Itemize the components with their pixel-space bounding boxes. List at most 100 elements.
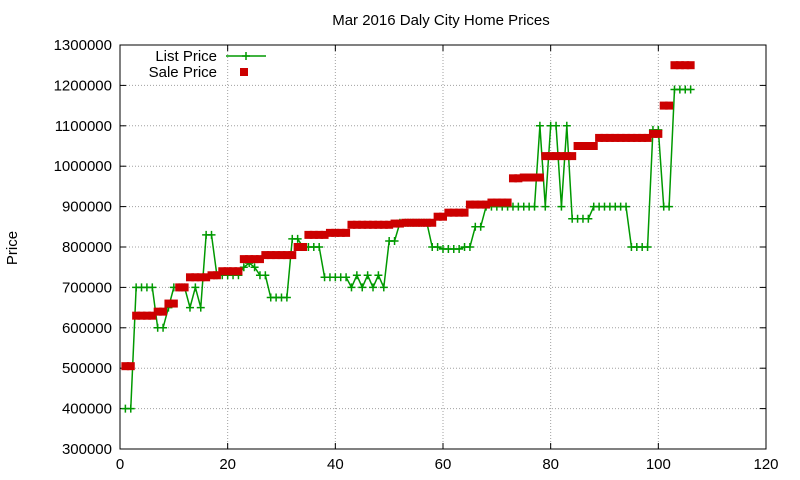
point-sale-price (207, 271, 216, 280)
point-list-price (293, 234, 302, 243)
point-sale-price (449, 208, 458, 217)
point-list-price (541, 202, 550, 211)
point-sale-price (605, 133, 614, 142)
y-tick-label: 400000 (62, 401, 112, 418)
point-sale-price (589, 142, 598, 150)
point-sale-price (562, 152, 571, 161)
point-sale-price (142, 311, 151, 320)
point-sale-price (164, 299, 173, 308)
point-sale-price (498, 198, 507, 207)
point-list-price (390, 236, 399, 245)
point-sale-price (422, 218, 431, 227)
point-sale-price (245, 255, 254, 264)
y-tick-label: 1100000 (55, 118, 112, 135)
point-sale-price (250, 255, 259, 264)
point-list-price (261, 271, 270, 280)
point-sale-price (611, 133, 620, 142)
point-sale-price (126, 362, 135, 371)
point-sale-price (681, 61, 690, 70)
y-tick-label: 900000 (62, 199, 112, 216)
point-sale-price (643, 133, 652, 142)
y-tick-label: 1300000 (54, 37, 112, 54)
point-sale-price (568, 152, 577, 161)
point-sale-price (557, 152, 566, 161)
point-sale-price (632, 133, 641, 142)
point-sale-price (412, 218, 421, 227)
point-sale-price (573, 142, 582, 150)
point-sale-price (363, 220, 372, 229)
point-list-price (465, 243, 474, 251)
point-sale-price (293, 243, 302, 251)
point-sale-price (218, 267, 227, 276)
legend-label-sale-price: Sale Price (149, 64, 217, 81)
point-list-price (159, 323, 168, 332)
point-sale-price (272, 251, 281, 260)
point-list-price (363, 271, 372, 280)
plot-frame (119, 44, 767, 450)
point-sale-price (546, 152, 555, 161)
point-sale-price (196, 273, 205, 282)
legend-swatch-sale-price (240, 68, 248, 76)
point-sale-price (455, 208, 464, 217)
point-list-price (379, 283, 388, 292)
point-sale-price (255, 255, 264, 264)
point-list-price (185, 303, 194, 312)
point-sale-price (675, 61, 684, 70)
y-tick-label: 500000 (62, 360, 112, 377)
point-sale-price (148, 311, 157, 320)
chart-title: Mar 2016 Daly City Home Prices (332, 12, 550, 29)
point-list-price (191, 283, 200, 292)
point-sale-price (482, 200, 491, 209)
point-list-price (643, 243, 652, 251)
point-sale-price (212, 271, 221, 280)
point-sale-price (239, 255, 248, 264)
point-sale-price (508, 174, 517, 183)
point-list-price (552, 121, 561, 130)
point-sale-price (444, 208, 453, 217)
point-sale-price (315, 230, 324, 239)
point-list-price (562, 121, 571, 130)
point-sale-price (288, 251, 297, 260)
legend-label-list-price: List Price (155, 48, 217, 65)
point-list-price (374, 271, 383, 280)
point-sale-price (358, 220, 367, 229)
point-sale-price (223, 267, 232, 276)
point-list-price (196, 303, 205, 312)
point-sale-price (428, 218, 437, 227)
point-sale-price (406, 218, 415, 227)
point-list-price (239, 263, 248, 272)
point-sale-price (584, 142, 593, 150)
point-sale-price (369, 220, 378, 229)
point-sale-price (325, 228, 334, 237)
point-sale-price (627, 133, 636, 142)
point-sale-price (535, 173, 544, 182)
point-sale-price (492, 198, 501, 207)
point-sale-price (137, 311, 146, 320)
point-list-price (476, 222, 485, 231)
point-list-price (369, 283, 378, 292)
point-sale-price (439, 212, 447, 221)
point-sale-price (417, 218, 426, 227)
point-sale-price (261, 251, 270, 260)
point-sale-price (299, 243, 308, 251)
point-sale-price (476, 200, 485, 209)
point-sale-price (352, 220, 361, 229)
y-tick-label: 700000 (62, 279, 112, 296)
point-sale-price (132, 311, 141, 320)
point-sale-price (471, 200, 480, 209)
point-sale-price (304, 230, 313, 239)
point-sale-price (433, 212, 442, 221)
point-sale-price (342, 228, 351, 237)
point-sale-price (514, 174, 523, 183)
point-sale-price (401, 218, 410, 227)
point-sale-price (525, 173, 534, 182)
point-sale-price (229, 267, 238, 276)
point-sale-price (202, 273, 211, 282)
point-sale-price (159, 307, 168, 316)
point-sale-price (121, 362, 130, 371)
point-sale-price (659, 101, 668, 110)
point-sale-price (600, 133, 609, 142)
point-sale-price (266, 251, 275, 260)
y-axis-label: Price (4, 231, 21, 265)
